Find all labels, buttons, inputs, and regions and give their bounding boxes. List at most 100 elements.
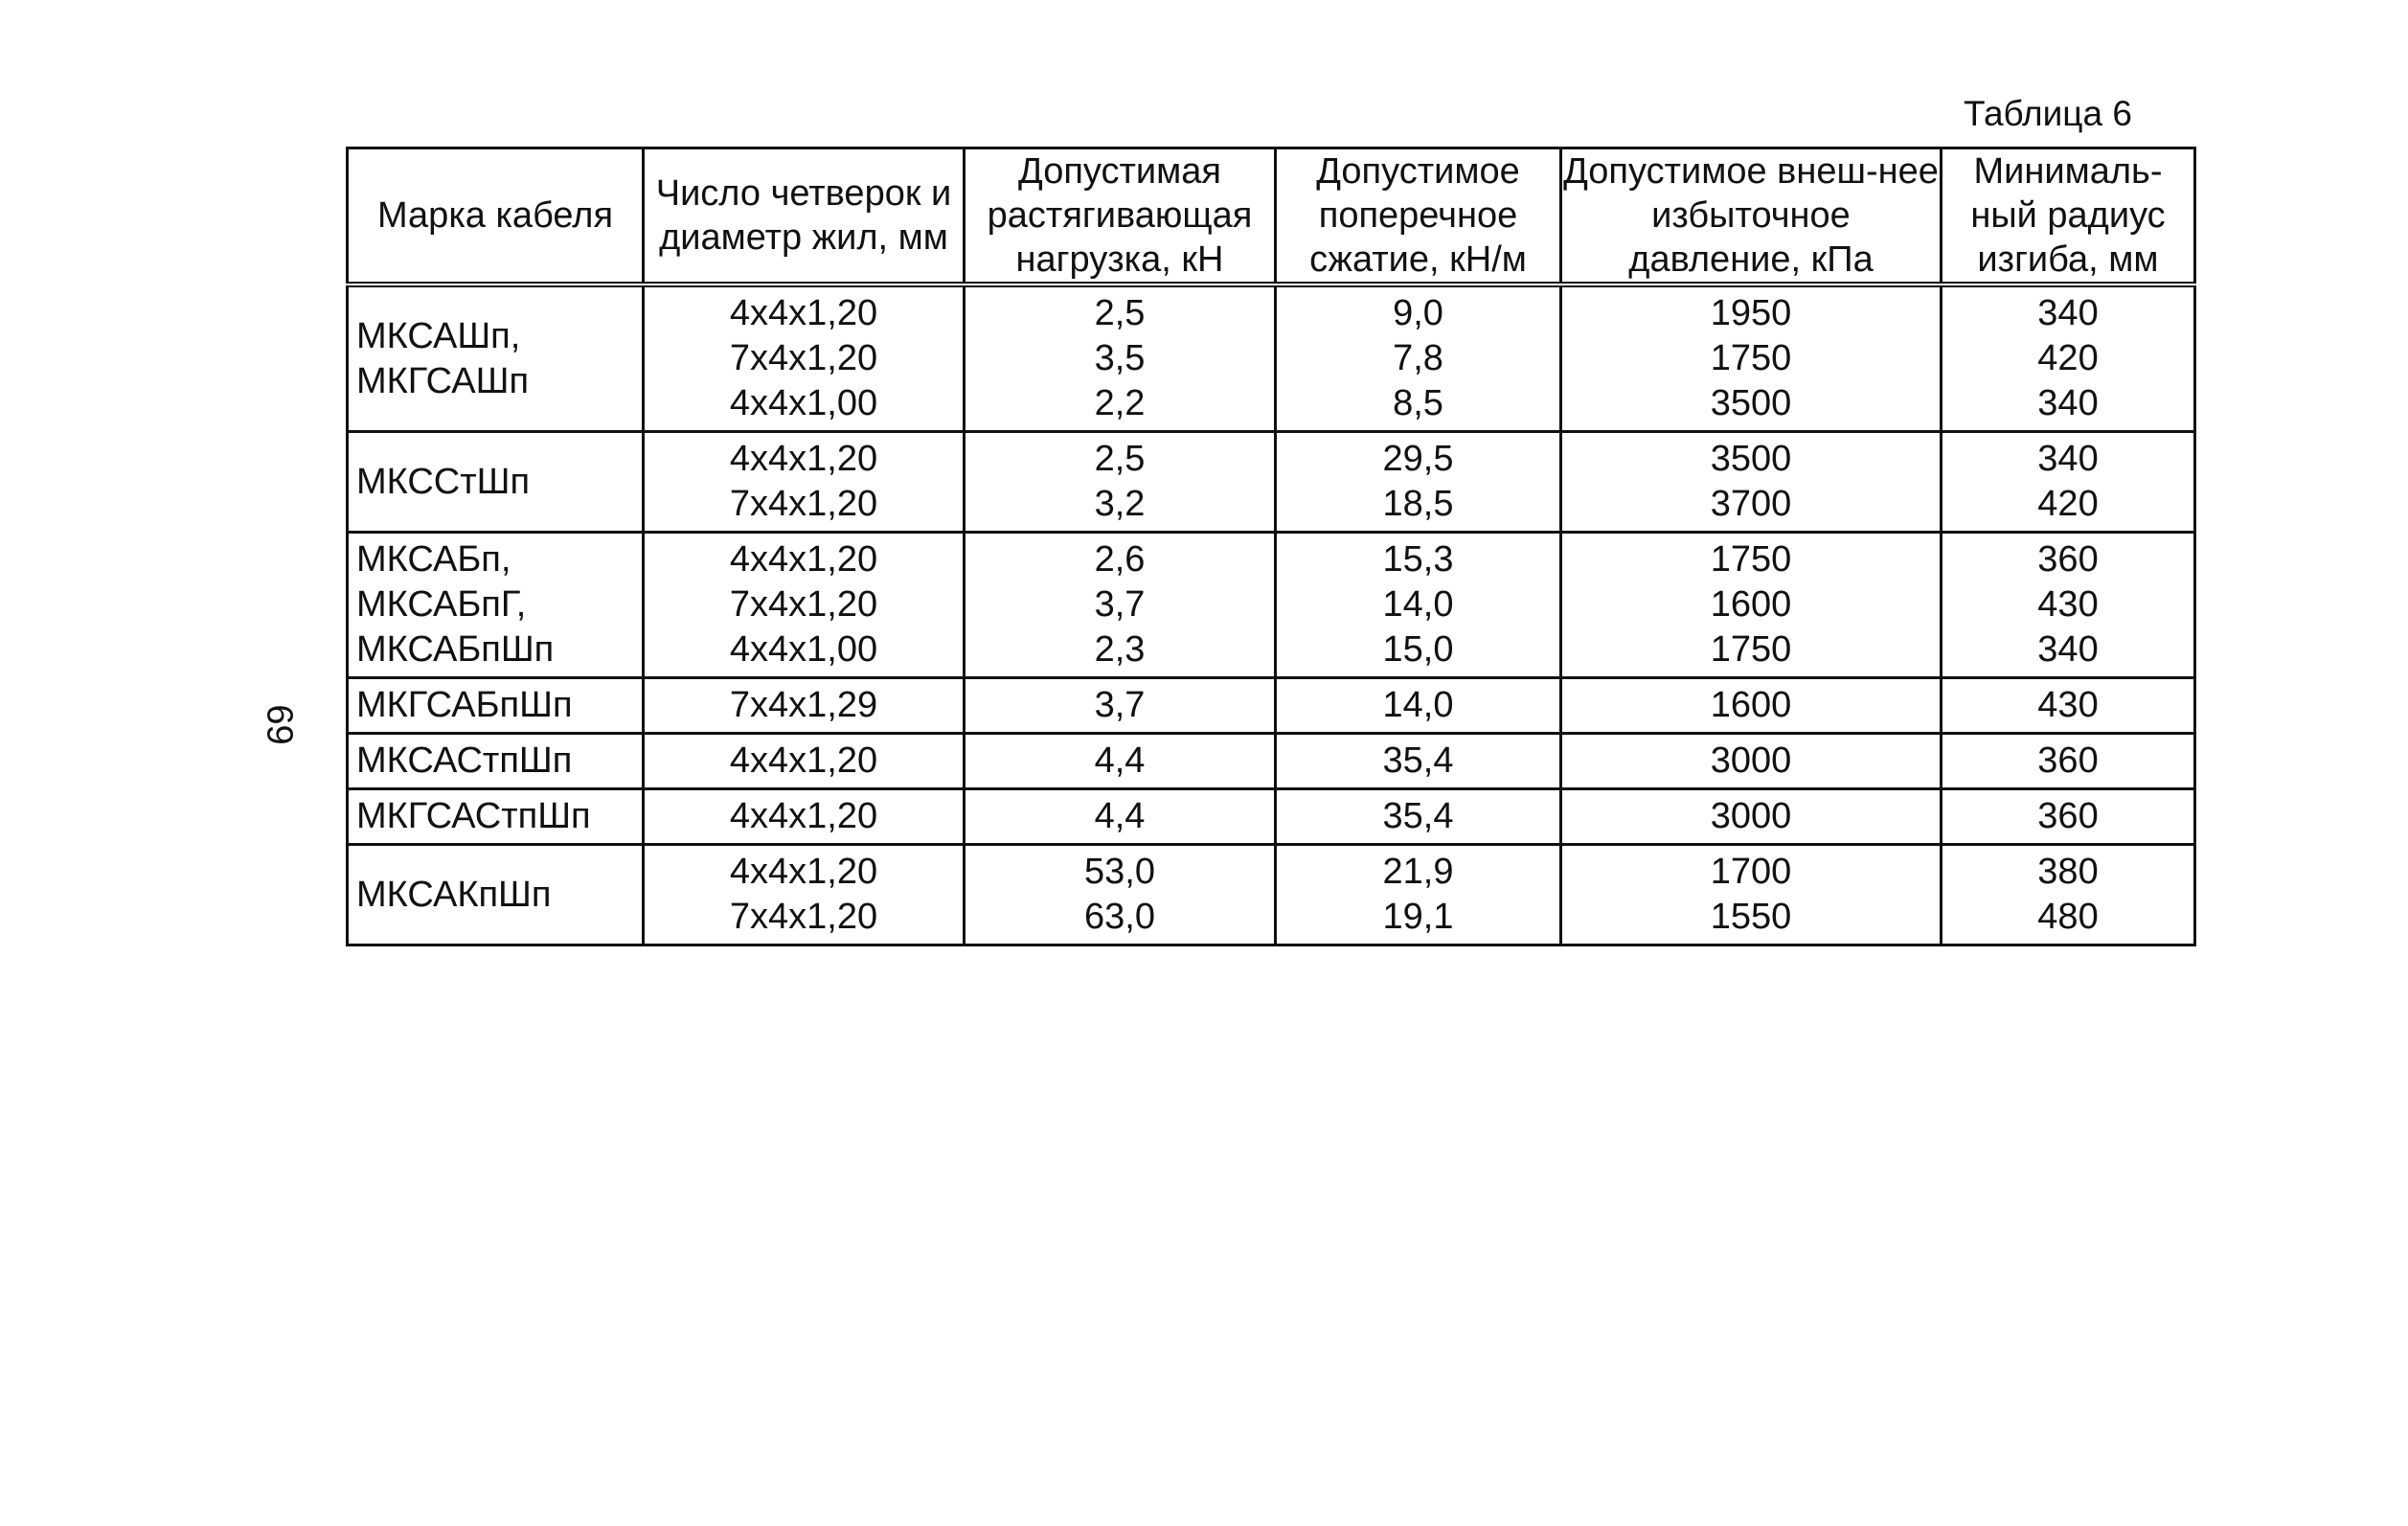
cell-radius: 360 — [1940, 732, 2196, 790]
cell-load: 53,0 63,0 — [963, 843, 1277, 946]
brand-value: МКГСАШп — [356, 360, 530, 401]
compression-value: 14,0 — [1382, 584, 1454, 625]
load-value: 4,4 — [1094, 796, 1146, 836]
header-col-size: Число четверок и диаметр жил, мм — [642, 147, 965, 286]
cell-load: 2,5 3,5 2,2 — [963, 283, 1277, 433]
cell-radius: 360 430 340 — [1940, 531, 2196, 679]
cell-radius: 360 — [1940, 787, 2196, 846]
cell-compression: 15,3 14,0 15,0 — [1274, 531, 1562, 679]
radius-value: 430 — [2037, 584, 2099, 625]
cell-compression: 29,5 18,5 — [1274, 430, 1562, 534]
radius-value: 360 — [2037, 740, 2099, 781]
compression-value: 15,0 — [1382, 629, 1454, 670]
cell-brand: МКГСАСтпШп — [346, 787, 645, 846]
load-value: 2,3 — [1094, 629, 1146, 670]
radius-value: 360 — [2037, 539, 2099, 580]
pressure-value: 1700 — [1710, 852, 1792, 892]
size-value: 4х4х1,20 — [729, 796, 878, 836]
pressure-value: 1600 — [1710, 685, 1792, 725]
radius-value: 480 — [2037, 897, 2099, 937]
size-value: 4х4х1,20 — [729, 539, 878, 580]
load-value: 2,5 — [1094, 439, 1146, 479]
brand-value: МКСАШп, — [356, 315, 521, 356]
compression-value: 18,5 — [1382, 484, 1454, 524]
cell-pressure: 3500 3700 — [1559, 430, 1942, 534]
table-row: МКГСАСтпШп 4х4х1,20 4,4 35,4 3000 360 — [346, 787, 2196, 846]
load-value: 53,0 — [1084, 852, 1155, 892]
cell-size: 4х4х1,20 — [642, 732, 965, 790]
cell-radius: 340 420 340 — [1940, 283, 2196, 433]
brand-value: МКСАБпШп — [356, 629, 555, 670]
load-value: 3,7 — [1094, 584, 1146, 625]
table-caption: Таблица 6 — [1964, 94, 2132, 133]
load-value: 4,4 — [1094, 740, 1146, 781]
compression-value: 19,1 — [1382, 897, 1454, 937]
cell-compression: 14,0 — [1274, 676, 1562, 735]
load-value: 2,5 — [1094, 293, 1146, 333]
table-row: МКСАШп, МКГСАШп 4х4х1,20 7х4х1,20 4х4х1,00 2,… — [346, 283, 2196, 433]
table-row: МКСАКпШп 4х4х1,20 7х4х1,20 53,0 63,0 21,9 19,1… — [346, 843, 2196, 946]
cable-specs-table: Марка кабеля Число четверок и диаметр жил… — [346, 147, 2196, 946]
cell-compression: 35,4 — [1274, 787, 1562, 846]
cell-brand: МКССтШп — [346, 430, 645, 534]
size-value: 4х4х1,20 — [729, 852, 878, 892]
pressure-value: 3500 — [1710, 439, 1792, 479]
size-value: 4х4х1,00 — [729, 629, 878, 670]
size-value: 7х4х1,20 — [729, 897, 878, 937]
cell-radius: 430 — [1940, 676, 2196, 735]
size-value: 4х4х1,20 — [729, 439, 878, 479]
size-value: 7х4х1,29 — [729, 685, 878, 725]
cell-pressure: 3000 — [1559, 787, 1942, 846]
size-value: 7х4х1,20 — [729, 584, 878, 625]
pressure-value: 3000 — [1710, 796, 1792, 836]
load-value: 2,2 — [1094, 383, 1146, 423]
header-col-load: Допустимая растягивающая нагрузка, кН — [963, 147, 1277, 286]
size-value: 4х4х1,20 — [729, 740, 878, 781]
load-value: 3,7 — [1094, 685, 1146, 725]
cell-size: 4х4х1,20 7х4х1,20 4х4х1,00 — [642, 283, 965, 433]
table-row: МКСАБп, МКСАБпГ, МКСАБпШп 4х4х1,20 7х4х1,20 4… — [346, 531, 2196, 679]
cell-size: 4х4х1,20 7х4х1,20 4х4х1,00 — [642, 531, 965, 679]
load-value: 63,0 — [1084, 897, 1155, 937]
load-value: 3,5 — [1094, 338, 1146, 378]
load-value: 2,6 — [1094, 539, 1146, 580]
page-number: 69 — [259, 704, 300, 745]
radius-value: 340 — [2037, 293, 2099, 333]
pressure-value: 3700 — [1710, 484, 1792, 524]
brand-value: МКГСАБпШп — [356, 685, 573, 725]
table-row: МКССтШп 4х4х1,20 7х4х1,20 2,5 3,2 29,5 18,5 350… — [346, 430, 2196, 534]
brand-value: МКСАСтпШп — [356, 740, 573, 781]
brand-value: МКСАБп, — [356, 539, 511, 580]
header-col-brand: Марка кабеля — [346, 147, 645, 286]
cell-size: 4х4х1,20 — [642, 787, 965, 846]
pressure-value: 1750 — [1710, 629, 1792, 670]
radius-value: 380 — [2037, 852, 2099, 892]
cell-radius: 380 480 — [1940, 843, 2196, 946]
cell-size: 7х4х1,29 — [642, 676, 965, 735]
compression-value: 8,5 — [1393, 383, 1443, 423]
cell-brand: МКСАБп, МКСАБпГ, МКСАБпШп — [346, 531, 645, 679]
brand-value: МКССтШп — [356, 461, 531, 502]
pressure-value: 1950 — [1710, 293, 1792, 333]
cell-brand: МКСАКпШп — [346, 843, 645, 946]
load-value: 3,2 — [1094, 484, 1146, 524]
header-col-compression: Допустимое поперечное сжатие, кН/м — [1274, 147, 1562, 286]
compression-value: 35,4 — [1382, 740, 1454, 781]
header-col-pressure: Допустимое внеш-нее избыточное давление,… — [1559, 147, 1942, 286]
cell-brand: МКСАШп, МКГСАШп — [346, 283, 645, 433]
table-header-row: Марка кабеля Число четверок и диаметр жил… — [346, 147, 2196, 286]
compression-value: 21,9 — [1382, 852, 1454, 892]
radius-value: 430 — [2037, 685, 2099, 725]
radius-value: 340 — [2037, 383, 2099, 423]
cell-compression: 21,9 19,1 — [1274, 843, 1562, 946]
pressure-value: 1600 — [1710, 584, 1792, 625]
compression-value: 15,3 — [1382, 539, 1454, 580]
cell-brand: МКСАСтпШп — [346, 732, 645, 790]
size-value: 4х4х1,00 — [729, 383, 878, 423]
cell-pressure: 1950 1750 3500 — [1559, 283, 1942, 433]
cell-load: 2,6 3,7 2,3 — [963, 531, 1277, 679]
radius-value: 340 — [2037, 629, 2099, 670]
cell-load: 3,7 — [963, 676, 1277, 735]
brand-value: МКСАБпГ, — [356, 584, 527, 625]
cell-radius: 340 420 — [1940, 430, 2196, 534]
